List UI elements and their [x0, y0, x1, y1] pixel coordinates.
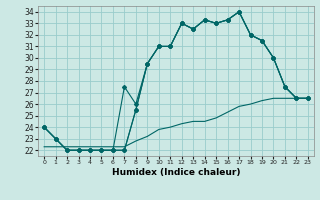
- X-axis label: Humidex (Indice chaleur): Humidex (Indice chaleur): [112, 168, 240, 177]
